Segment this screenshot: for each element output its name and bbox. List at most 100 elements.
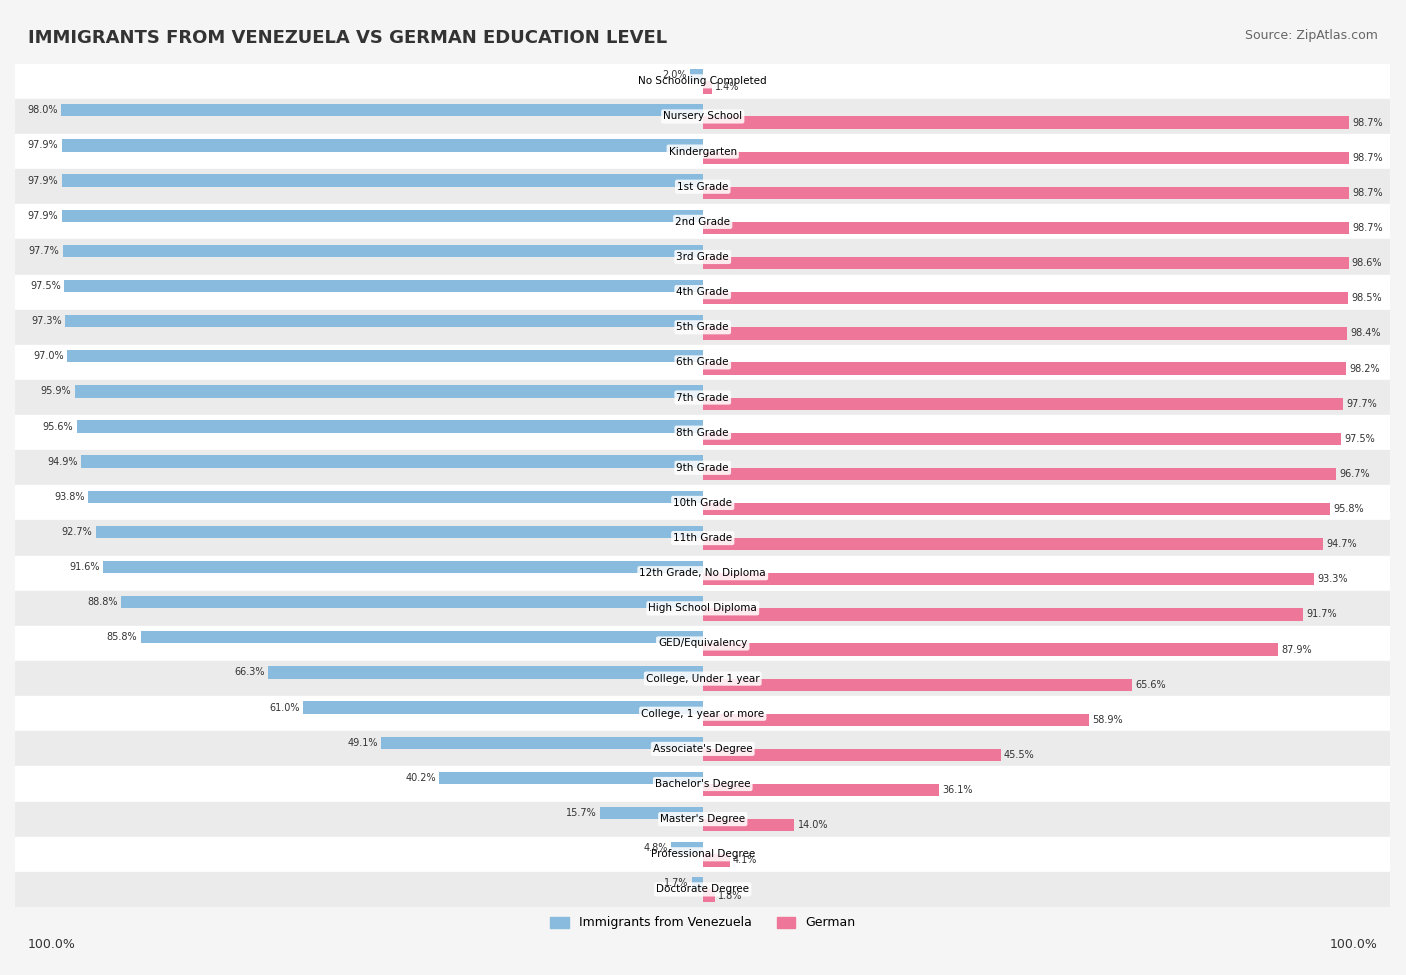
Bar	[703, 819, 794, 832]
Text: 61.0%: 61.0%	[270, 703, 299, 713]
Text: 95.6%: 95.6%	[42, 421, 73, 432]
Bar	[269, 666, 703, 679]
Bar	[600, 807, 703, 819]
Bar	[304, 701, 703, 714]
Text: 93.8%: 93.8%	[55, 491, 86, 502]
Text: 6th Grade: 6th Grade	[676, 358, 728, 368]
Bar	[703, 257, 1348, 269]
Bar	[15, 380, 1391, 415]
Bar	[60, 104, 703, 116]
Text: No Schooling Completed: No Schooling Completed	[638, 76, 768, 87]
Bar	[703, 714, 1088, 726]
Text: College, 1 year or more: College, 1 year or more	[641, 709, 765, 719]
Bar	[66, 315, 703, 328]
Bar	[15, 63, 1391, 98]
Bar	[15, 134, 1391, 169]
Bar	[15, 169, 1391, 205]
Bar	[703, 644, 1278, 656]
Bar	[15, 731, 1391, 766]
Text: 1.8%: 1.8%	[718, 890, 742, 901]
Text: 96.7%: 96.7%	[1340, 469, 1369, 479]
Bar	[82, 455, 703, 468]
Bar	[703, 503, 1330, 515]
Text: 1st Grade: 1st Grade	[678, 181, 728, 192]
Bar	[75, 385, 703, 398]
Bar	[15, 415, 1391, 450]
Bar	[15, 837, 1391, 872]
Bar	[96, 526, 703, 538]
Text: 98.6%: 98.6%	[1351, 258, 1382, 268]
Text: Bachelor's Degree: Bachelor's Degree	[655, 779, 751, 789]
Bar	[15, 345, 1391, 380]
Text: 97.9%: 97.9%	[28, 176, 58, 185]
Bar	[703, 468, 1336, 480]
Text: 95.9%: 95.9%	[41, 386, 72, 397]
Text: 98.7%: 98.7%	[1353, 118, 1384, 128]
Text: 66.3%: 66.3%	[235, 668, 266, 678]
Bar	[703, 363, 1346, 374]
Text: 97.3%: 97.3%	[31, 316, 62, 326]
Text: 85.8%: 85.8%	[107, 633, 138, 643]
Bar	[15, 696, 1391, 731]
Bar	[703, 889, 714, 902]
Text: 98.0%: 98.0%	[27, 105, 58, 115]
Text: High School Diploma: High School Diploma	[648, 604, 756, 613]
Text: 5th Grade: 5th Grade	[676, 323, 728, 332]
Text: 91.6%: 91.6%	[69, 562, 100, 572]
Text: 97.9%: 97.9%	[28, 211, 58, 220]
Text: Source: ZipAtlas.com: Source: ZipAtlas.com	[1244, 29, 1378, 42]
Bar	[15, 240, 1391, 275]
Bar	[15, 450, 1391, 486]
Text: 11th Grade: 11th Grade	[673, 533, 733, 543]
Text: 93.3%: 93.3%	[1317, 574, 1347, 584]
Text: 14.0%: 14.0%	[797, 820, 828, 831]
Bar	[15, 801, 1391, 837]
Text: 91.7%: 91.7%	[1306, 609, 1337, 619]
Bar	[15, 591, 1391, 626]
Bar	[103, 561, 703, 573]
Bar	[703, 116, 1350, 129]
Text: 87.9%: 87.9%	[1282, 644, 1312, 654]
Text: 88.8%: 88.8%	[87, 597, 118, 607]
Text: 98.7%: 98.7%	[1353, 223, 1384, 233]
Text: 94.9%: 94.9%	[48, 456, 77, 467]
Bar	[703, 784, 939, 797]
Bar	[703, 433, 1341, 445]
Text: Kindergarten: Kindergarten	[669, 146, 737, 157]
Text: 8th Grade: 8th Grade	[676, 428, 728, 438]
Text: 58.9%: 58.9%	[1092, 715, 1122, 724]
Text: Nursery School: Nursery School	[664, 111, 742, 122]
Text: 7th Grade: 7th Grade	[676, 393, 728, 403]
Bar	[703, 81, 711, 94]
Text: 45.5%: 45.5%	[1004, 750, 1035, 760]
Text: GED/Equivalency: GED/Equivalency	[658, 639, 748, 648]
Bar	[703, 608, 1303, 621]
Text: 98.5%: 98.5%	[1351, 293, 1382, 303]
Text: 94.7%: 94.7%	[1326, 539, 1357, 549]
Text: College, Under 1 year: College, Under 1 year	[645, 674, 759, 683]
Text: 95.8%: 95.8%	[1333, 504, 1364, 514]
Text: 36.1%: 36.1%	[942, 785, 973, 796]
Bar	[15, 521, 1391, 556]
Bar	[671, 842, 703, 854]
Legend: Immigrants from Venezuela, German: Immigrants from Venezuela, German	[546, 912, 860, 934]
Bar	[15, 98, 1391, 134]
Bar	[703, 398, 1343, 409]
Text: 98.4%: 98.4%	[1351, 329, 1381, 338]
Text: 100.0%: 100.0%	[28, 938, 76, 951]
Bar	[141, 631, 703, 644]
Text: 3rd Grade: 3rd Grade	[676, 252, 730, 262]
Bar	[381, 736, 703, 749]
Bar	[703, 292, 1348, 304]
Bar	[703, 222, 1350, 234]
Text: 1.4%: 1.4%	[716, 83, 740, 93]
Bar	[703, 328, 1347, 339]
Text: 12th Grade, No Diploma: 12th Grade, No Diploma	[640, 568, 766, 578]
Bar	[15, 766, 1391, 801]
Text: IMMIGRANTS FROM VENEZUELA VS GERMAN EDUCATION LEVEL: IMMIGRANTS FROM VENEZUELA VS GERMAN EDUC…	[28, 29, 668, 47]
Text: 4.8%: 4.8%	[644, 843, 668, 853]
Bar	[703, 854, 730, 867]
Text: 100.0%: 100.0%	[1330, 938, 1378, 951]
Text: 92.7%: 92.7%	[62, 526, 93, 537]
Text: Professional Degree: Professional Degree	[651, 849, 755, 859]
